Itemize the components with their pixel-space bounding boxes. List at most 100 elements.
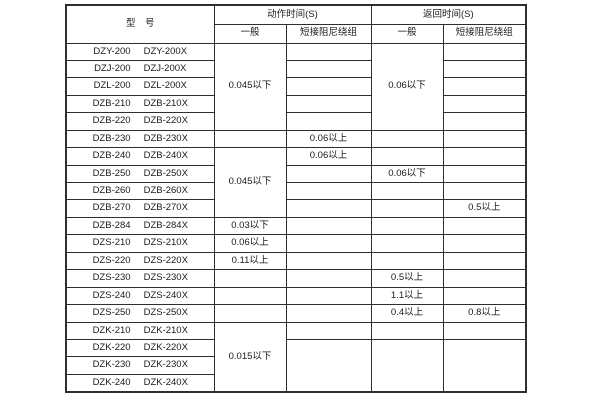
model-name-x: DZS-240X — [143, 289, 188, 301]
table-row: DZK-220 DZK-220X — [65, 338, 527, 393]
model-cell: DZB-284 DZB-284X — [65, 216, 215, 236]
model-cell: DZK-220 DZK-220X — [65, 338, 215, 358]
table-row: DZS-210 DZS-210X 0.06以上 — [65, 234, 527, 253]
model-cell: DZB-260 DZB-260X — [65, 181, 215, 201]
return-damping-cell — [442, 77, 527, 96]
return-general-cell — [370, 234, 444, 253]
model-name: DZY-200 — [93, 45, 131, 57]
model-cell: DZB-230 DZB-230X — [65, 129, 215, 149]
return-damping-cell — [442, 94, 527, 114]
action-general-cell: 0.015以下 — [213, 321, 287, 393]
return-damping-cell — [442, 234, 527, 253]
action-general-cell — [213, 129, 287, 149]
return-general-cell — [370, 199, 444, 218]
return-damping-cell — [442, 42, 527, 61]
table-row: DZB-284 DZB-284X 0.03以下 — [65, 216, 527, 236]
model-name-x: DZB-240X — [143, 150, 188, 162]
model-cell: DZB-250 DZB-250X — [65, 164, 215, 184]
model-cell: DZK-240 DZK-240X — [65, 373, 215, 393]
table-row: DZK-240 DZK-240X — [65, 373, 526, 393]
return-damping-cell — [442, 112, 527, 131]
action-general-cell: 0.11以上 — [213, 251, 287, 271]
model-name-x: DZK-220X — [143, 341, 188, 353]
model-name-x: DZS-220X — [143, 254, 188, 266]
return-damping-cell: 0.5以上 — [442, 199, 527, 218]
action-damping-cell — [285, 59, 372, 79]
return-general-cell: 0.4以上 — [370, 304, 444, 323]
model-cell: DZS-210 DZS-210X — [65, 234, 215, 253]
model-name: DZS-250 — [92, 307, 131, 319]
model-cell: DZL-200 DZL-200X — [65, 77, 215, 96]
model-name-x: DZY-200X — [143, 45, 188, 57]
return-general-cell: 0.06以下 — [370, 164, 444, 184]
action-general-cell: 0.03以下 — [213, 216, 287, 236]
table-row: DZB-270 DZB-270X 0.5以上 — [65, 199, 527, 218]
model-name: DZS-220 — [92, 254, 131, 266]
spec-table: 型 号 动作时间(S) 返回时间(S) 一般 短接阻尼绕组 一般 短接阻尼绕组 … — [65, 4, 528, 393]
action-damping-cell — [285, 321, 372, 340]
model-name: DZS-230 — [92, 272, 131, 284]
col-header-return-damping: 短接阻尼绕组 — [442, 23, 527, 44]
return-damping-cell — [442, 129, 527, 149]
model-name-x: DZB-220X — [143, 115, 188, 127]
model-name: DZB-230 — [92, 132, 131, 144]
model-name: DZS-210 — [92, 237, 131, 249]
model-cell: DZJ-200 DZJ-200X — [65, 59, 215, 79]
action-damping-cell: 0.06以上 — [285, 147, 372, 166]
header-row-subcolumns: 一般 短接阻尼绕组 一般 短接阻尼绕组 — [66, 23, 527, 44]
action-damping-cell — [285, 42, 372, 61]
action-damping-cell — [285, 164, 372, 184]
return-damping-cell — [442, 321, 527, 340]
table-row: DZY-200 DZY-200X 0.045以下 0.06以下 — [65, 42, 527, 131]
action-damping-cell — [285, 286, 372, 306]
return-damping-cell — [442, 286, 527, 306]
action-general-cell: 0.045以下 — [213, 147, 287, 218]
table-header: 型 号 动作时间(S) 返回时间(S) 一般 短接阻尼绕组 一般 短接阻尼绕组 — [65, 4, 527, 44]
table-row: DZB-260 DZB-260X — [65, 181, 527, 201]
action-damping-cell — [285, 216, 372, 236]
action-damping-cell — [285, 199, 372, 218]
model-name-x: DZK-230X — [143, 359, 188, 371]
model-name: DZL-200 — [93, 80, 131, 92]
table-row: DZS-250 DZS-250X 0.4以上 0.8以上 — [65, 304, 527, 323]
model-name-x: DZB-284X — [143, 219, 188, 231]
model-name: DZB-210 — [92, 97, 131, 109]
model-name-x: DZB-270X — [143, 202, 188, 214]
model-cell: DZB-210 DZB-210X — [65, 94, 215, 114]
table-row: DZS-230 DZS-230X 0.5以上 — [65, 269, 527, 288]
col-header-return-general: 一般 — [370, 23, 444, 44]
action-general-cell — [213, 269, 287, 288]
table-row: DZK-230 DZK-230X — [65, 356, 526, 375]
model-name-x: DZB-260X — [143, 185, 188, 196]
model-cell: DZY-200 DZY-200X — [65, 42, 215, 61]
return-general-cell: 1.1以上 — [370, 286, 444, 306]
model-cell: DZB-240 DZB-240X — [65, 147, 215, 166]
action-damping-cell — [285, 112, 372, 131]
col-header-return-time: 返回时间(S) — [370, 4, 527, 25]
model-name-x: DZK-210X — [143, 324, 188, 336]
action-general-cell — [213, 286, 287, 306]
model-name-x: DZB-230X — [143, 132, 188, 144]
model-name: DZK-230 — [92, 359, 131, 371]
model-name-x: DZB-210X — [143, 97, 188, 109]
return-general-cell: 0.5以上 — [370, 269, 444, 288]
col-header-action-damping: 短接阻尼绕组 — [285, 23, 372, 44]
return-damping-cell — [442, 147, 527, 166]
table-row: DZB-220 DZB-220X — [65, 112, 527, 131]
table-row: DZL-200 DZL-200X — [65, 77, 527, 96]
return-general-cell — [370, 251, 444, 271]
action-damping-cell — [285, 234, 372, 253]
table-row: DZB-240 DZB-240X 0.045以下 0.06以上 — [65, 147, 527, 218]
action-general-cell: 0.045以下 — [213, 42, 287, 131]
model-cell: DZS-240 DZS-240X — [65, 286, 215, 306]
action-damping-cell: 0.06以上 — [285, 129, 372, 149]
model-name: DZK-210 — [92, 324, 131, 336]
action-damping-cell — [285, 94, 372, 114]
model-name: DZK-240 — [92, 376, 131, 388]
action-general-cell: 0.06以上 — [213, 234, 287, 253]
model-name: DZS-240 — [92, 289, 131, 301]
return-damping-cell — [442, 59, 527, 79]
model-cell: DZS-220 DZS-220X — [65, 251, 215, 271]
table-row: DZK-210 DZK-210X 0.015以下 — [65, 321, 527, 393]
